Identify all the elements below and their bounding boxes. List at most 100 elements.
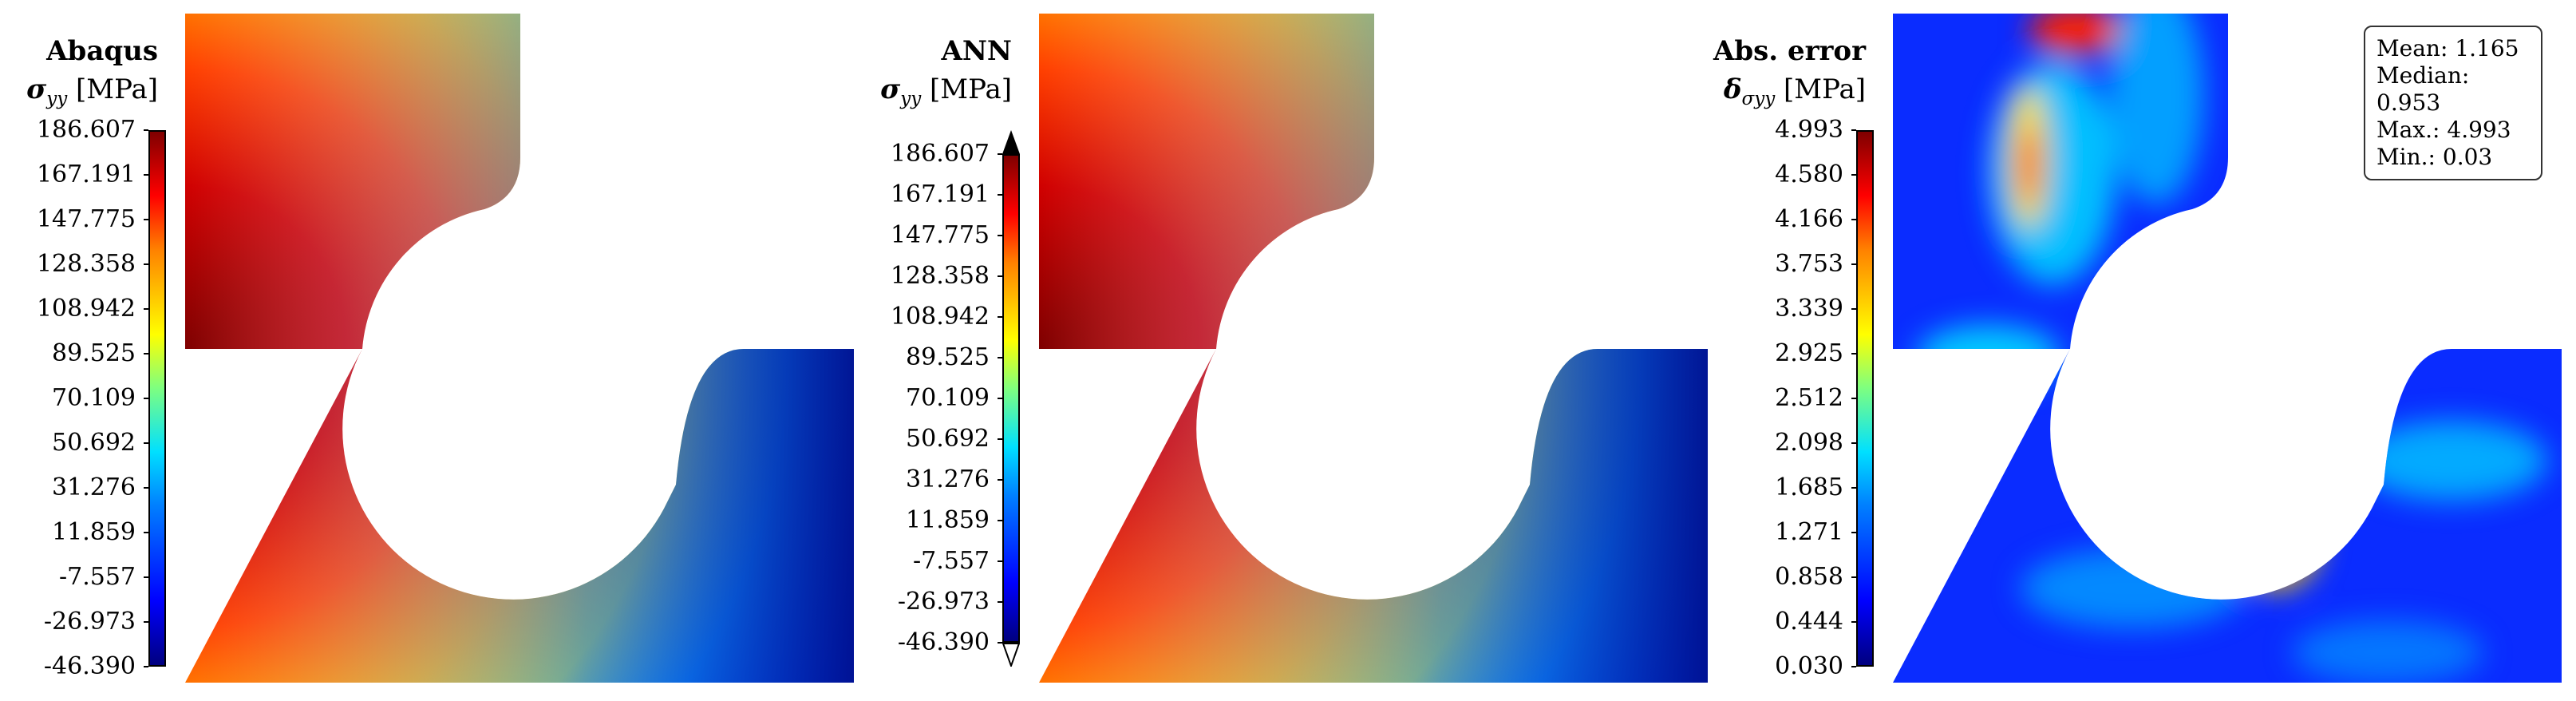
colorbar-tick-label: 70.109 [52,384,136,412]
colorbar-tick-label: 128.358 [890,262,990,290]
colorbar-extend-bottom-icon [1002,643,1020,667]
colorbar-tick-mark [144,621,148,623]
colorbar-tick-label: 0.030 [1775,652,1843,680]
colorbar-tick-label: 108.942 [36,295,136,323]
colorbar-tick-label: -46.390 [43,652,136,680]
colorbar [148,130,166,667]
colorbar-extend-top-icon [1002,130,1020,154]
colorbar-tick-label: 0.444 [1775,608,1843,636]
quantity-unit: [MPa] [76,73,158,105]
quantity-symbol: σ [26,73,47,105]
quantity-label: σyy [MPa] [854,73,1012,115]
stat-min: Min.: 0.03 [2376,144,2493,170]
colorbar-tick-label: 0.858 [1775,563,1843,591]
colorbar-tick-mark [998,194,1002,196]
colorbar-tick-mark [1851,219,1856,220]
colorbar-tick-label: 70.109 [906,384,990,412]
quantity-label: σyy [MPa] [0,73,158,115]
panel-title: Abaqus [46,35,158,67]
colorbar [1856,130,1874,667]
colorbar-tick-mark [998,601,1002,603]
colorbar-tick-label: 186.607 [36,116,136,144]
quantity-unit: [MPa] [930,73,1012,105]
colorbar-tick-mark [1851,308,1856,310]
colorbar-tick-mark [998,153,1002,155]
colorbar-tick-mark [1851,487,1856,489]
colorbar-tick-mark [144,442,148,444]
colorbar-tick-label: -46.390 [897,628,990,656]
colorbar-tick-label: 4.166 [1775,205,1843,233]
colorbar-tick-mark [144,353,148,354]
quantity-unit: [MPa] [1784,73,1866,105]
colorbar-tick-label: 108.942 [890,303,990,331]
colorbar-tick-mark [998,316,1002,318]
colorbar-tick-mark [998,479,1002,481]
colorbar-tick-mark [144,308,148,310]
colorbar-tick-mark [144,487,148,489]
panel-title: ANN [941,35,1012,67]
colorbar-tick-mark [1851,398,1856,399]
colorbar-tick-label: 167.191 [36,160,136,188]
colorbar-tick-mark [1851,532,1856,533]
quantity-symbol: δ [1723,73,1742,105]
colorbar-tick-mark [1851,621,1856,623]
colorbar-tick-mark [998,275,1002,277]
colorbar-ticks: 186.607 167.191 147.775 128.358 108.942 89.52… [0,118,148,679]
stat-mean: Mean: 1.165 [2376,35,2519,61]
colorbar-tick-label: 2.925 [1775,339,1843,367]
colorbar-tick-label: 2.098 [1775,429,1843,457]
colorbar-tick-label: 50.692 [52,429,136,457]
panel-abs-error: Abs. error δσyy [MPa] 4.993 4.580 4.166 3.7… [1708,0,2576,701]
colorbar-tick-mark [1851,576,1856,578]
colorbar-tick-mark [998,398,1002,399]
colorbar-tick-label: 89.525 [906,343,990,371]
colorbar-tick-mark [144,263,148,265]
colorbar-tick-label: 3.753 [1775,250,1843,278]
colorbar-tick-label: 1.685 [1775,473,1843,501]
colorbar [1002,154,1020,643]
colorbar-tick-label: 2.512 [1775,384,1843,412]
colorbar-tick-mark [144,129,148,131]
colorbar-tick-mark [1851,129,1856,131]
colorbar-tick-label: -7.557 [58,563,136,591]
colorbar-tick-label: -26.973 [43,608,136,636]
quantity-symbol: σ [880,73,901,105]
colorbar-ticks: 186.607 167.191 147.775 128.358 108.942 89.52… [854,142,1002,655]
colorbar-tick-label: 31.276 [52,473,136,501]
quantity-subscript: yy [46,88,68,109]
colorbar-tick-mark [998,642,1002,644]
colorbar-tick-mark [998,560,1002,562]
colorbar-tick-mark [998,520,1002,521]
colorbar-ticks: 4.993 4.580 4.166 3.753 3.339 2.925 2.512 2.098… [1708,118,1856,679]
colorbar-tick-label: 11.859 [52,518,136,546]
stat-median: Median: 0.953 [2376,62,2470,116]
error-field-plot [1893,14,2562,683]
colorbar-tick-label: 4.580 [1775,160,1843,188]
colorbar-tick-label: 31.276 [906,465,990,493]
colorbar-tick-mark [144,576,148,578]
colorbar-tick-label: 89.525 [52,339,136,367]
panel-abaqus: Abaqus σyy [MPa] 186.607 167.191 147.775 12… [0,0,854,701]
colorbar-tick-label: -7.557 [912,547,990,575]
stats-box: Mean: 1.165 Median: 0.953 Max.: 4.993 Mi… [2364,26,2542,180]
quantity-subscript: σyy [1741,88,1776,109]
colorbar-tick-label: 147.775 [890,221,990,249]
colorbar-tick-mark [1851,442,1856,444]
colorbar-tick-mark [144,219,148,220]
colorbar-tick-label: 186.607 [890,140,990,168]
colorbar-tick-mark [998,235,1002,236]
colorbar-tick-mark [1851,263,1856,265]
colorbar-tick-mark [1851,174,1856,176]
stress-field-plot [1039,14,1708,683]
colorbar-tick-mark [144,174,148,176]
stress-field-plot [185,14,854,683]
colorbar-tick-label: 167.191 [890,180,990,208]
colorbar-tick-label: 50.692 [906,425,990,453]
colorbar-tick-mark [998,438,1002,440]
colorbar-tick-mark [144,666,148,667]
quantity-subscript: yy [900,88,922,109]
colorbar-tick-mark [1851,353,1856,354]
colorbar-tick-mark [144,398,148,399]
colorbar-tick-label: 11.859 [906,506,990,534]
colorbar-tick-label: 3.339 [1775,295,1843,323]
